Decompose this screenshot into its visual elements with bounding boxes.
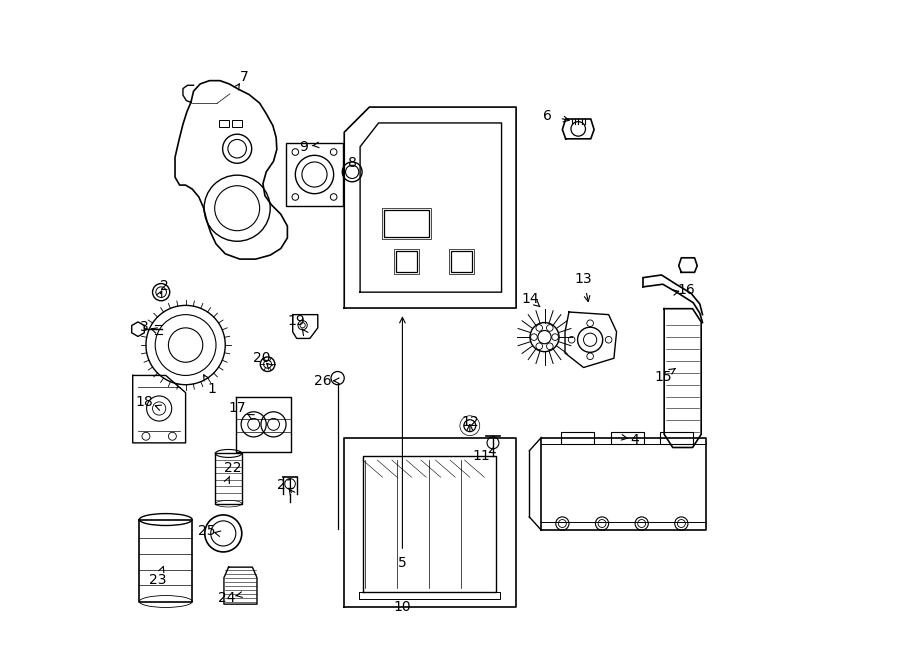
Bar (396, 251, 417, 272)
Text: 2: 2 (160, 278, 169, 293)
Text: 16: 16 (678, 282, 696, 297)
Text: 12: 12 (461, 414, 479, 429)
Bar (561, 432, 594, 444)
Bar (394, 249, 418, 274)
Bar (384, 210, 428, 237)
Text: 8: 8 (347, 155, 356, 170)
Text: 26: 26 (314, 373, 332, 388)
Text: 5: 5 (398, 556, 407, 570)
Bar (219, 120, 230, 127)
Text: 4: 4 (631, 432, 640, 447)
Text: 17: 17 (229, 401, 246, 416)
Text: 9: 9 (299, 139, 308, 154)
Bar (232, 120, 242, 127)
Text: 3: 3 (140, 319, 149, 334)
Text: 7: 7 (239, 70, 248, 85)
Text: 20: 20 (253, 351, 270, 366)
Text: 11: 11 (472, 449, 490, 463)
Bar (451, 251, 472, 272)
Bar (661, 432, 693, 444)
Text: 13: 13 (575, 272, 592, 286)
Text: 23: 23 (149, 573, 166, 588)
Text: 6: 6 (544, 108, 553, 123)
Text: 14: 14 (522, 292, 539, 306)
Text: 1: 1 (208, 381, 217, 396)
Text: 18: 18 (136, 395, 154, 409)
Text: 10: 10 (393, 600, 411, 614)
Text: 15: 15 (654, 369, 671, 384)
Text: 19: 19 (288, 314, 305, 329)
Text: 24: 24 (218, 590, 235, 605)
Text: 21: 21 (277, 478, 295, 492)
Bar (382, 208, 431, 239)
Bar (449, 249, 474, 274)
Text: 25: 25 (198, 524, 215, 538)
Bar (610, 432, 644, 444)
Text: 22: 22 (224, 461, 242, 475)
